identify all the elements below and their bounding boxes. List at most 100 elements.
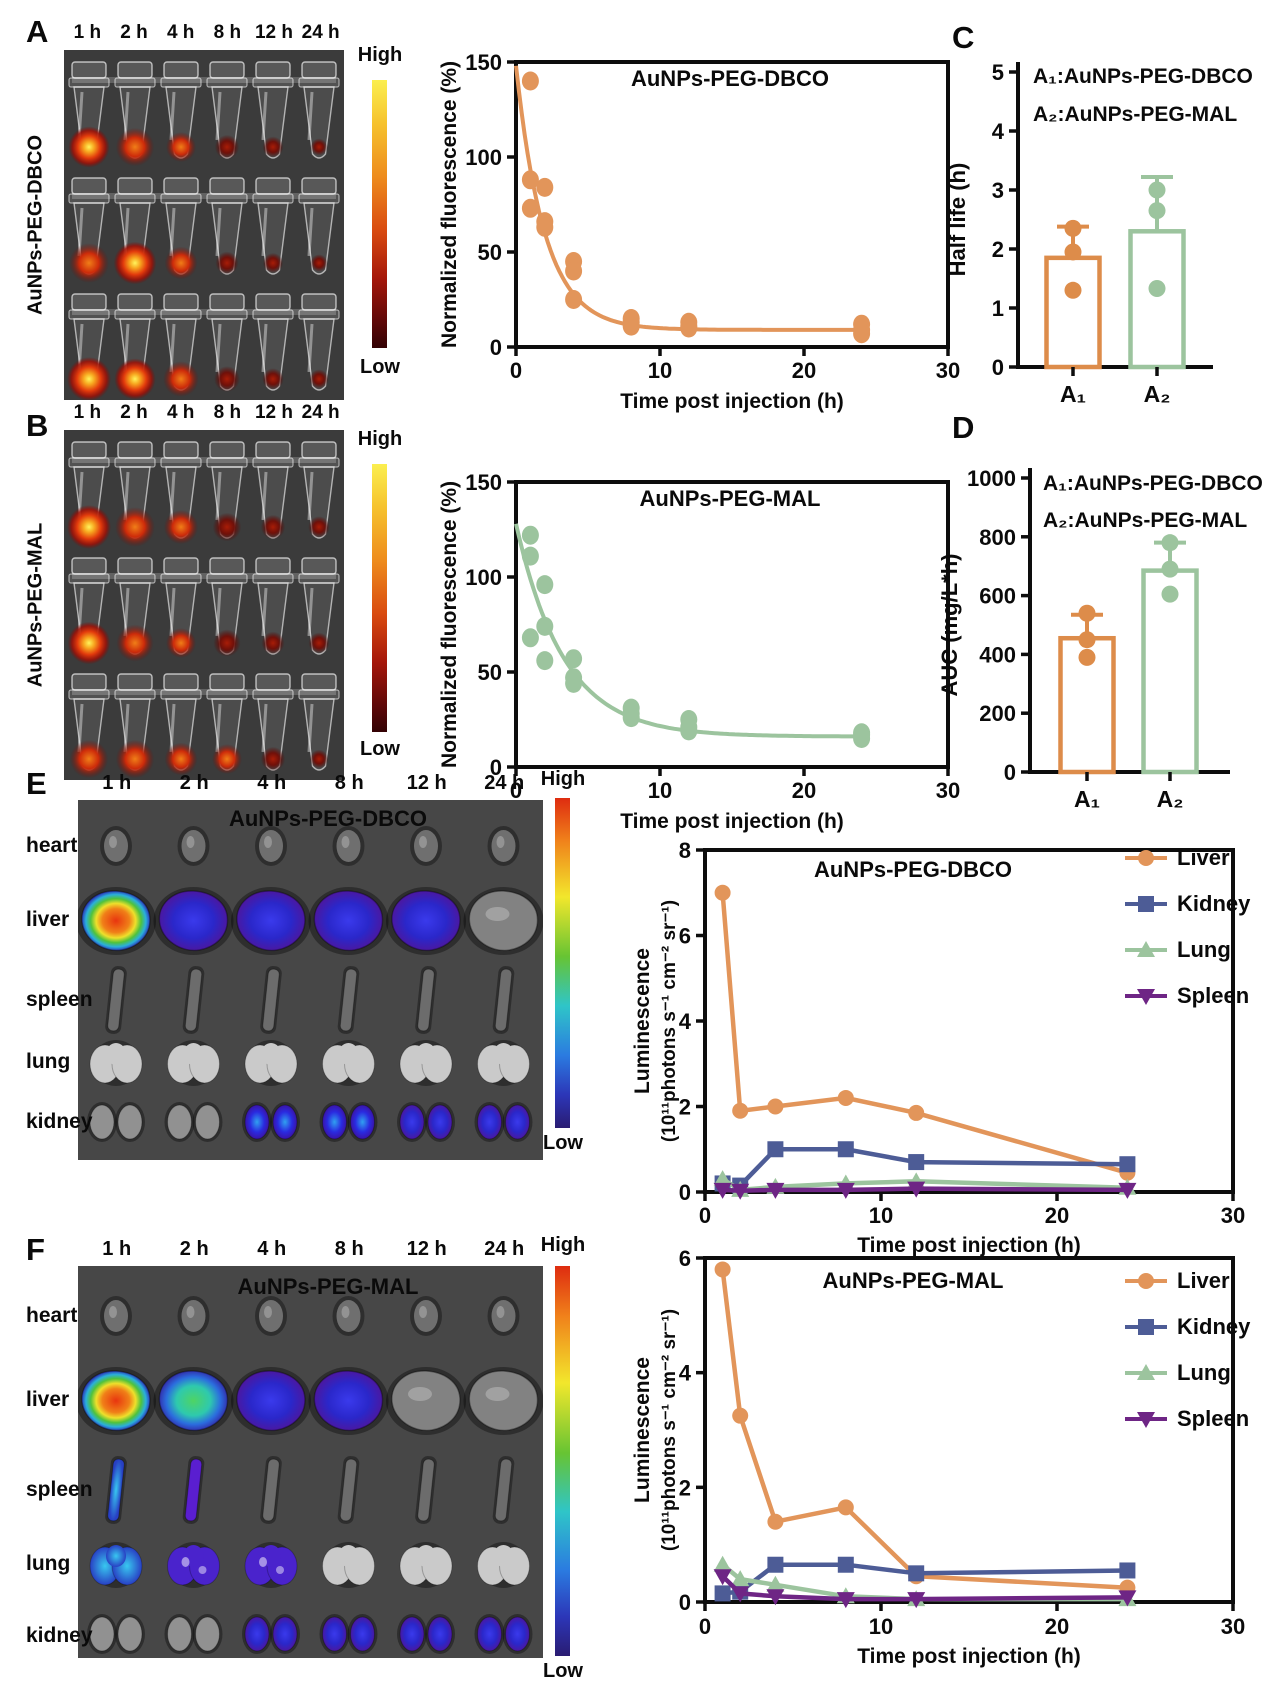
organ-liver bbox=[153, 887, 234, 955]
organ-kidney bbox=[397, 1102, 455, 1142]
tube bbox=[298, 293, 340, 391]
svg-text:A₁: A₁ bbox=[1074, 786, 1100, 812]
colorbar-b bbox=[372, 464, 387, 732]
svg-text:0: 0 bbox=[679, 1180, 691, 1205]
tube bbox=[67, 441, 111, 549]
organ-spleen bbox=[182, 1456, 205, 1524]
tube bbox=[67, 293, 111, 400]
organ-label-lung: lung bbox=[26, 1050, 71, 1073]
data-point bbox=[565, 261, 583, 281]
fluorescence-spot bbox=[69, 739, 109, 779]
biodistribution-chart-e: 0 2 4 6 8 0 10 20 30 Time post injection (h) AuNPs… bbox=[633, 838, 1251, 1257]
colorbar-e-high-label: High bbox=[540, 768, 586, 790]
time-label: 4 h bbox=[257, 772, 287, 794]
svg-text:AuNPs-PEG-MAL: AuNPs-PEG-MAL bbox=[823, 1268, 1004, 1293]
data-point bbox=[565, 673, 583, 693]
panel-d-label: D bbox=[952, 410, 975, 445]
replicate-point bbox=[1148, 181, 1166, 199]
tube bbox=[68, 177, 110, 283]
organ-liver bbox=[231, 887, 311, 955]
data-point bbox=[521, 525, 539, 545]
fluorescence-spot bbox=[212, 512, 242, 542]
organ-spleen bbox=[492, 966, 515, 1034]
organ-spleen bbox=[492, 1456, 515, 1524]
data-point bbox=[521, 170, 539, 190]
auc-bar-chart: 0 200 400 600 800 1000 A₁ A₂ A₁:AuNPs-PEG-DBCO A₂… bbox=[937, 466, 1263, 812]
tube bbox=[114, 557, 156, 662]
organ-kidney bbox=[242, 1614, 300, 1654]
fluorescence-spot bbox=[308, 632, 330, 654]
data-point bbox=[853, 324, 871, 344]
svg-text:Kidney: Kidney bbox=[1177, 1314, 1251, 1339]
organ-kidney bbox=[242, 1102, 300, 1142]
svg-text:Kidney: Kidney bbox=[1177, 891, 1251, 916]
organ-heart bbox=[487, 1296, 520, 1336]
svg-text:30: 30 bbox=[936, 778, 960, 803]
svg-text:Time post injection (h): Time post injection (h) bbox=[857, 1645, 1081, 1668]
time-labels-b: 1 h 2 h 4 h 8 h 12 h 24 h bbox=[64, 402, 344, 424]
time-label: 8 h bbox=[213, 402, 242, 423]
organ-heart bbox=[100, 826, 132, 866]
time-label: 1 h bbox=[102, 772, 132, 794]
fluorescence-spot bbox=[309, 369, 329, 389]
svg-text:1000: 1000 bbox=[967, 466, 1016, 491]
fluorescence-spot bbox=[67, 621, 111, 665]
panel-c-label: C bbox=[952, 20, 975, 55]
colorbar-f bbox=[555, 1266, 570, 1656]
fluorescence-spot bbox=[212, 744, 242, 774]
organ-spleen bbox=[415, 1456, 437, 1524]
svg-text:Half life (h): Half life (h) bbox=[945, 163, 970, 277]
replicate-point bbox=[1161, 585, 1179, 603]
organ-spleen bbox=[182, 966, 205, 1034]
organ-spleen bbox=[337, 966, 360, 1034]
organ-lung bbox=[399, 1542, 453, 1588]
organ-kidney bbox=[474, 1614, 533, 1654]
time-label: 4 h bbox=[257, 1238, 287, 1260]
fluorescence-spot bbox=[166, 132, 196, 162]
organ-heart bbox=[177, 826, 210, 866]
fluorescence-spot bbox=[113, 241, 157, 285]
data-point bbox=[622, 708, 640, 728]
tube bbox=[206, 441, 248, 542]
tube bbox=[114, 673, 156, 779]
fluorescence-spot bbox=[69, 243, 109, 283]
fit-curve bbox=[514, 523, 865, 739]
tube bbox=[68, 61, 110, 168]
fluorescence-spot bbox=[310, 138, 328, 156]
svg-text:Time post injection (h): Time post injection (h) bbox=[857, 1234, 1081, 1257]
svg-text:100: 100 bbox=[465, 145, 502, 170]
organ-lung bbox=[167, 1040, 220, 1086]
time-label: 12 h bbox=[254, 22, 293, 43]
organ-labels-f: heart liver spleen lung kidney bbox=[0, 1266, 93, 1658]
time-label: 2 h bbox=[120, 22, 148, 43]
svg-text:2: 2 bbox=[679, 1095, 691, 1120]
tube bbox=[298, 673, 340, 771]
tube-fluorescence-image-b bbox=[64, 430, 344, 780]
organ-lung bbox=[477, 1040, 530, 1086]
svg-text:600: 600 bbox=[979, 584, 1016, 609]
svg-text:2: 2 bbox=[992, 237, 1004, 262]
fluorescence-spot bbox=[166, 628, 196, 658]
fluorescence-spot bbox=[215, 251, 239, 275]
fluorescence-spot bbox=[261, 631, 285, 655]
tube bbox=[206, 673, 248, 774]
svg-text:A₂:AuNPs-PEG-MAL: A₂:AuNPs-PEG-MAL bbox=[1033, 103, 1237, 126]
bar-A₂ bbox=[1128, 229, 1186, 370]
svg-text:6: 6 bbox=[679, 924, 691, 949]
fluorescence-spot bbox=[67, 357, 111, 400]
svg-text:Normalized fluorescence (%): Normalized fluorescence (%) bbox=[438, 481, 461, 768]
svg-text:20: 20 bbox=[1045, 1614, 1069, 1639]
time-label: 1 h bbox=[102, 1238, 132, 1260]
fluorescence-spot bbox=[309, 749, 329, 769]
svg-text:Time post injection (h): Time post injection (h) bbox=[620, 810, 844, 833]
svg-text:Liver: Liver bbox=[1177, 1268, 1230, 1293]
replicate-point bbox=[1161, 534, 1179, 552]
tube bbox=[298, 61, 340, 159]
organ-kidney bbox=[87, 1614, 145, 1654]
svg-text:8: 8 bbox=[679, 838, 691, 863]
fluorescence-spot bbox=[68, 126, 110, 168]
tube bbox=[68, 673, 110, 779]
replicate-point bbox=[1148, 280, 1166, 298]
fluorescence-spot bbox=[213, 629, 241, 657]
fluorescence-spot bbox=[115, 739, 155, 779]
